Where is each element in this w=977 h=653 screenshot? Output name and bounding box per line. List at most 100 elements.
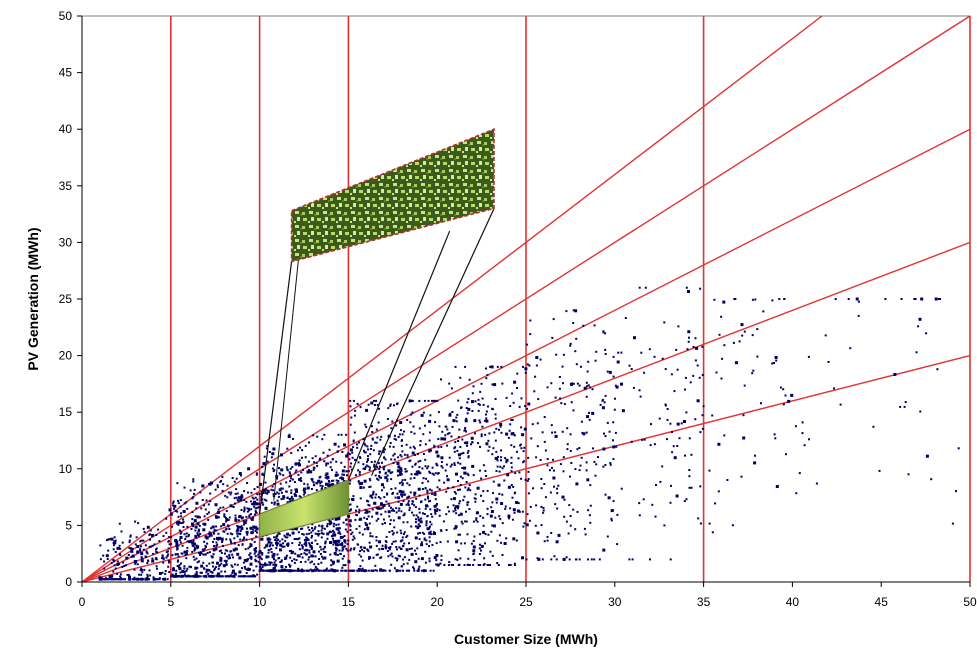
scatter-point	[486, 374, 489, 377]
scatter-point	[115, 578, 118, 581]
scatter-point	[454, 507, 456, 510]
scatter-point	[930, 478, 933, 481]
scatter-point	[540, 524, 543, 527]
scatter-point	[582, 324, 585, 327]
scatter-point	[294, 494, 297, 497]
scatter-point	[394, 496, 397, 499]
scatter-point	[306, 486, 310, 490]
scatter-point	[266, 537, 270, 541]
scatter-point	[592, 447, 594, 450]
scatter-point	[225, 518, 229, 522]
scatter-point	[384, 458, 387, 461]
scatter-point	[399, 502, 403, 506]
scatter-point	[181, 575, 184, 578]
scatter-point	[457, 564, 460, 566]
scatter-point	[603, 401, 606, 404]
scatter-point	[388, 504, 391, 507]
scatter-point	[628, 558, 631, 561]
scatter-point	[300, 527, 302, 530]
scatter-point	[466, 564, 469, 566]
scatter-point	[411, 465, 414, 468]
scatter-point	[252, 497, 255, 500]
scatter-point	[683, 420, 686, 423]
scatter-point	[430, 489, 433, 492]
scatter-point	[289, 472, 292, 475]
scatter-point	[299, 561, 302, 563]
scatter-point	[508, 517, 510, 520]
scatter-point	[279, 482, 282, 485]
scatter-point	[425, 539, 428, 542]
scatter-point	[602, 447, 606, 451]
scatter-point	[423, 399, 426, 402]
scatter-point	[311, 527, 313, 530]
scatter-point	[688, 336, 690, 339]
scatter-point	[208, 551, 211, 554]
scatter-point	[116, 578, 119, 581]
scatter-point	[242, 537, 245, 540]
scatter-point	[452, 497, 456, 501]
scatter-point	[186, 549, 189, 552]
scatter-point	[540, 487, 543, 490]
scatter-point	[399, 454, 402, 456]
scatter-point	[261, 553, 264, 556]
y-axis-title: PV Generation (MWh)	[25, 227, 41, 370]
scatter-point	[295, 469, 298, 472]
scatter-point	[208, 535, 211, 538]
scatter-point	[351, 569, 354, 572]
scatter-point	[118, 544, 121, 547]
scatter-point	[572, 409, 575, 412]
scatter-point	[658, 417, 661, 420]
scatter-point	[342, 548, 345, 551]
scatter-point	[332, 543, 335, 546]
scatter-point	[253, 500, 256, 504]
scatter-point	[398, 482, 401, 485]
scatter-point	[329, 523, 331, 526]
scatter-point	[615, 385, 619, 389]
scatter-point	[158, 578, 161, 581]
scatter-point	[309, 470, 313, 474]
scatter-point	[429, 431, 431, 434]
scatter-point	[262, 462, 266, 466]
scatter-point	[280, 569, 283, 572]
scatter-point	[201, 548, 204, 551]
scatter-point	[311, 457, 314, 460]
scatter-point	[509, 405, 512, 407]
scatter-point	[149, 529, 152, 532]
scatter-point	[371, 515, 374, 518]
scatter-point	[400, 444, 403, 447]
scatter-point	[203, 547, 206, 550]
scatter-point	[474, 432, 476, 435]
scatter-point	[368, 541, 371, 544]
scatter-point	[308, 542, 311, 545]
scatter-point	[467, 557, 470, 560]
scatter-point	[511, 496, 514, 499]
scatter-point	[490, 506, 493, 509]
scatter-point	[276, 535, 279, 538]
scatter-point	[373, 465, 376, 468]
scatter-point	[615, 445, 618, 448]
scatter-point	[448, 510, 451, 513]
scatter-point	[914, 298, 917, 300]
scatter-point	[624, 317, 627, 319]
scatter-point	[323, 556, 327, 560]
scatter-point	[351, 451, 354, 454]
scatter-point	[279, 561, 282, 564]
scatter-point	[228, 575, 231, 578]
scatter-point	[100, 576, 103, 579]
scatter-point	[351, 498, 353, 500]
scatter-point	[146, 573, 149, 576]
scatter-point	[521, 433, 525, 437]
scatter-point	[130, 555, 133, 558]
scatter-point	[250, 491, 253, 494]
scatter-point	[363, 569, 367, 573]
scatter-point	[104, 578, 107, 581]
scatter-point	[123, 564, 126, 567]
scatter-point	[412, 500, 414, 503]
scatter-point	[102, 578, 104, 581]
scatter-point	[801, 421, 804, 424]
scatter-point	[340, 433, 343, 436]
scatter-point	[470, 542, 473, 545]
scatter-point	[313, 484, 316, 487]
scatter-point	[355, 509, 357, 512]
scatter-point	[446, 444, 448, 447]
